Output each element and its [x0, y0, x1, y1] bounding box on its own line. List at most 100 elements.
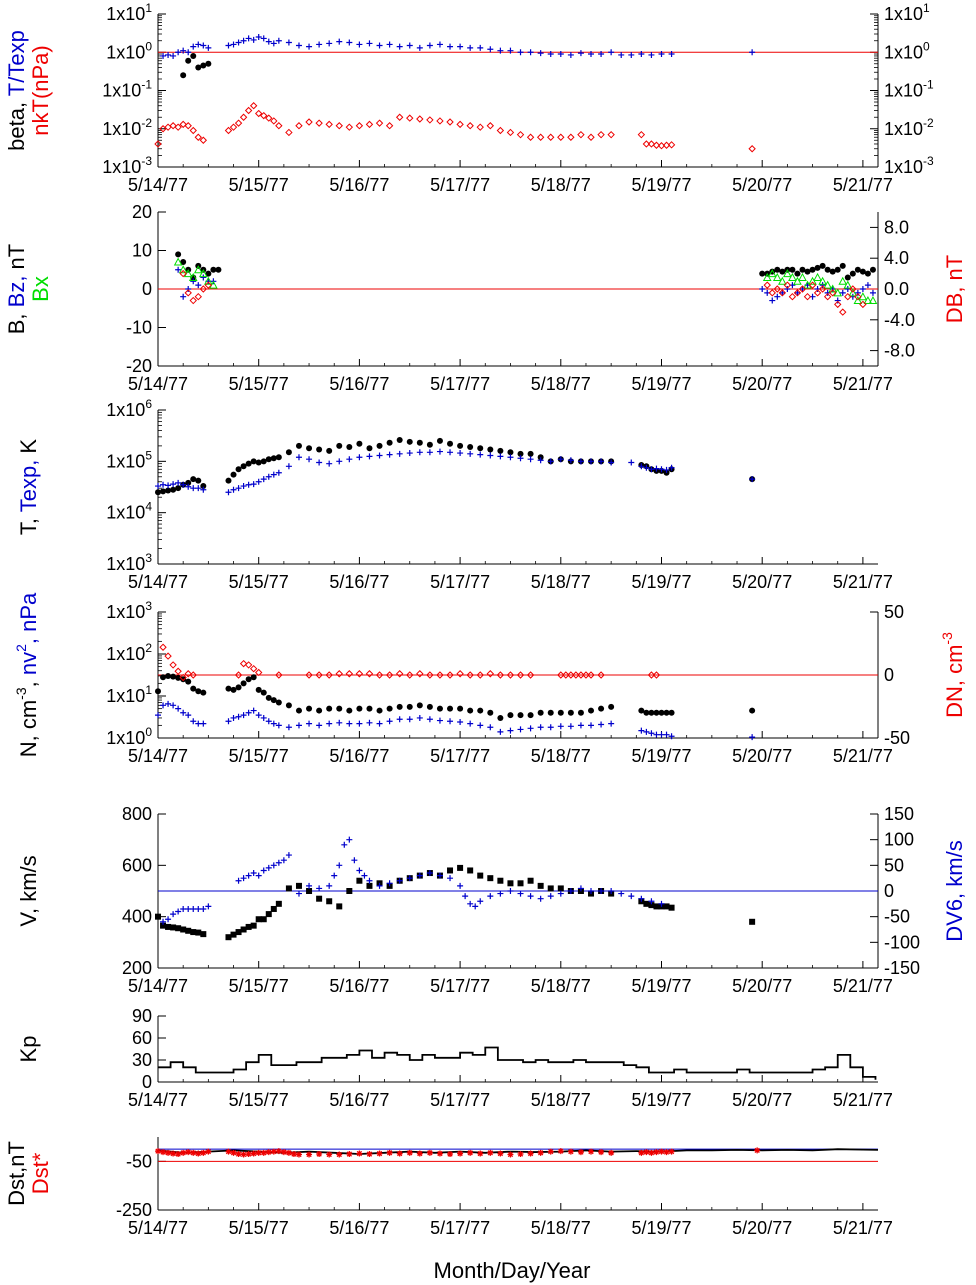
data-point	[270, 697, 277, 704]
data-point	[240, 37, 247, 44]
y-axis-label-part: Texp,	[16, 454, 41, 513]
y-tick-label: 1x106	[106, 397, 152, 420]
data-point	[235, 1151, 242, 1158]
y-axis-label-part: Bx	[28, 276, 53, 302]
data-point	[476, 671, 484, 679]
data-point	[315, 671, 323, 679]
data-point	[270, 862, 277, 869]
data-point	[195, 477, 202, 484]
panel-bfield: 20 10 0 -10 -20 8.0 4.0 0.0 -4.0 -8.0 5/14/77 5/15/…	[4, 202, 967, 394]
data-point	[175, 485, 182, 492]
y-tick-label: 1x100	[106, 39, 152, 62]
data-point	[653, 465, 660, 472]
data-point	[426, 671, 434, 679]
data-point	[416, 714, 423, 721]
data-point	[225, 685, 232, 692]
data-point	[336, 903, 343, 910]
data-point	[486, 122, 495, 130]
data-point	[200, 1149, 207, 1156]
data-point	[457, 864, 464, 871]
y-axis-label: Kp	[16, 1036, 41, 1063]
data-point	[205, 44, 212, 51]
data-point	[537, 50, 544, 57]
data-point	[748, 145, 756, 153]
data-point	[588, 1148, 595, 1155]
data-point	[315, 119, 323, 127]
data-point	[794, 270, 801, 277]
data-point	[436, 872, 443, 879]
data-point	[598, 721, 605, 728]
data-point	[190, 718, 197, 725]
data-point	[190, 43, 197, 50]
data-point	[351, 857, 358, 864]
data-point	[200, 486, 207, 493]
data-point	[638, 51, 645, 58]
data-point	[290, 1151, 297, 1158]
data-point	[799, 266, 806, 273]
data-point	[608, 888, 615, 894]
series-dv6	[160, 836, 665, 925]
data-point	[467, 450, 474, 457]
data-point	[759, 286, 766, 292]
data-point	[779, 289, 786, 296]
y-axis-label-part: Dst,nT	[4, 1141, 29, 1206]
data-point	[567, 133, 575, 141]
data-point	[467, 900, 474, 907]
data-point	[567, 51, 574, 58]
data-point	[537, 882, 544, 889]
data-point	[643, 709, 650, 716]
y-tick-label: 1x104	[106, 500, 152, 523]
x-tick-label: 5/20/77	[732, 746, 792, 766]
data-point	[638, 727, 645, 734]
y-tick-label: 4.0	[884, 248, 909, 268]
data-point	[366, 705, 373, 712]
tick-exponent: 1	[145, 683, 152, 697]
x-tick-label: 5/19/77	[631, 746, 691, 766]
data-point	[868, 295, 878, 305]
data-point	[648, 902, 655, 909]
y-axis-label-part: -3	[939, 632, 955, 645]
tick-mantissa: 1x10	[106, 451, 145, 471]
data-point	[477, 722, 484, 729]
data-point	[179, 120, 187, 129]
data-point	[577, 722, 584, 729]
data-point	[763, 281, 771, 289]
data-point	[295, 882, 302, 889]
data-point	[295, 890, 302, 897]
x-tick-label: 5/20/77	[732, 175, 792, 195]
data-point	[235, 713, 242, 720]
y-tick-label: 1x101	[884, 1, 930, 24]
data-line	[158, 1046, 877, 1080]
data-point	[537, 895, 544, 902]
data-point	[285, 128, 293, 137]
data-point	[174, 123, 182, 131]
x-tick-label: 5/21/77	[833, 1090, 893, 1110]
data-point	[487, 709, 494, 716]
y-axis-label: Dst,nT	[4, 1141, 29, 1206]
data-point	[456, 120, 464, 129]
data-point	[839, 308, 847, 316]
data-point	[230, 714, 237, 721]
data-point	[170, 673, 177, 680]
data-point	[185, 905, 192, 912]
data-point	[526, 671, 535, 679]
data-point	[180, 72, 187, 79]
data-point	[195, 720, 202, 727]
data-point	[195, 41, 202, 48]
data-point	[426, 1149, 433, 1156]
series-dst-	[155, 1147, 761, 1158]
y-tick-label: 0	[884, 881, 894, 901]
data-point	[316, 895, 323, 902]
tick-mantissa: 1x10	[106, 503, 145, 523]
data-point	[426, 441, 433, 448]
data-point	[185, 927, 192, 934]
y-tick-label: 1x10-1	[102, 78, 152, 101]
x-tick-label: 5/19/77	[631, 175, 691, 195]
data-point	[285, 724, 292, 731]
data-point	[306, 720, 313, 727]
y-tick-label: -50	[126, 1151, 152, 1171]
y-tick-label: 1x100	[884, 39, 930, 62]
data-point	[598, 458, 605, 465]
x-tick-label: 5/17/77	[430, 1218, 490, 1238]
